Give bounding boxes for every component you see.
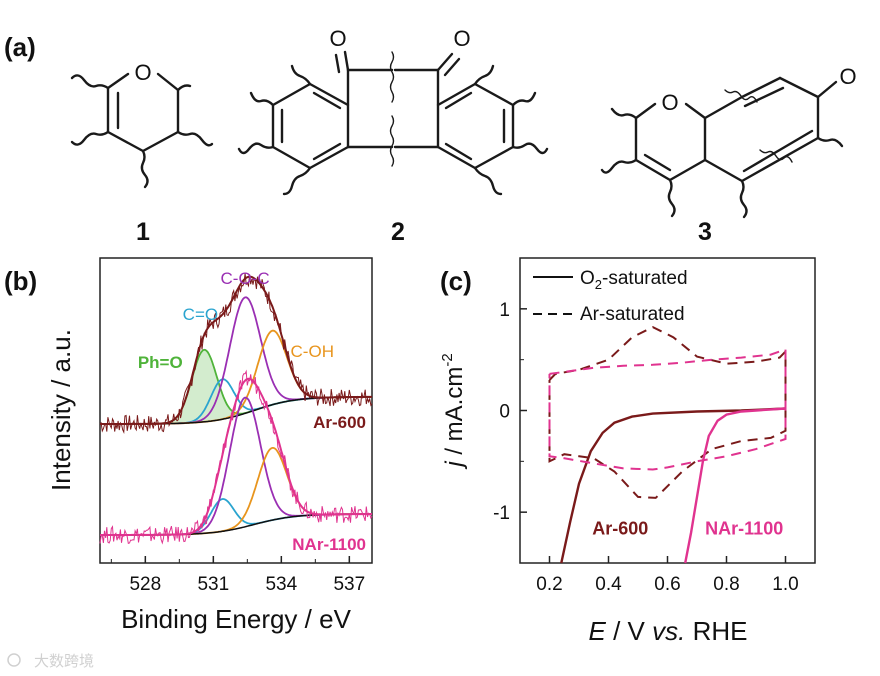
molecule-2: O O 2 <box>237 26 549 246</box>
xps-envelope-fit <box>100 275 372 425</box>
panel-c-label: (c) <box>440 266 472 296</box>
panel-c: (c) Ar-600 NAr-1100 0.2 0.4 0.6 0.8 1.0 -1 0 1 O… <box>439 257 816 646</box>
xps-sample-label-ar-600: Ar-600 <box>313 413 366 432</box>
xps-spectrum-ar-600: Ar-600 <box>99 273 373 435</box>
xps-x-tick-label: 531 <box>197 574 229 595</box>
xps-component-c-oh <box>100 447 372 536</box>
xps-x-tick-label: 534 <box>265 574 297 595</box>
xps-peak-label-c-oh: C-OH <box>291 342 334 361</box>
watermark-text: 大数跨境 <box>34 652 94 670</box>
cv-x-axis-title: E / V vs. RHE <box>589 616 748 646</box>
xps-x-tick-label: 537 <box>333 574 365 595</box>
cv-x-tick-label: 0.6 <box>654 574 680 595</box>
cv-y-tick-label: 0 <box>499 402 510 423</box>
cv-o2-saturated-curve <box>684 407 786 564</box>
xps-envelope-fit <box>100 377 372 536</box>
molecule-3-oxygen-carbonyl: O <box>839 64 856 89</box>
molecule-1: O 1 <box>70 60 214 246</box>
molecule-3-oxygen-ring: O <box>661 90 678 115</box>
molecule-2-number: 2 <box>391 218 405 246</box>
legend-o2-label: O2-saturated <box>580 268 688 292</box>
xps-sample-label-nar-1100: NAr-1100 <box>292 535 366 554</box>
xps-background-line <box>100 513 372 536</box>
molecule-3-number: 3 <box>698 218 712 246</box>
cv-x-tick-label: 0.2 <box>536 574 562 595</box>
panel-a: (a) O 1 <box>4 26 857 246</box>
xps-y-axis-title: Intensity / a.u. <box>46 329 76 491</box>
xps-plot-frame <box>99 257 373 564</box>
cv-curve-label-nar-1100: NAr-1100 <box>705 519 783 539</box>
xps-spectrum-nar-1100: NAr-1100 <box>99 369 373 554</box>
molecule-1-number: 1 <box>136 218 150 246</box>
cv-o2-saturated-curve <box>560 407 786 564</box>
xps-peak-label-c-o: C=O <box>183 305 218 324</box>
cv-x-tick-label: 0.4 <box>595 574 622 595</box>
panel-a-label: (a) <box>4 32 36 62</box>
cv-y-axis-title: j / mA.cm-2 <box>439 353 468 469</box>
cv-x-axis-rest: / V <box>606 616 652 646</box>
cv-y-axis-sup: -2 <box>439 353 456 366</box>
cv-y-tick-label: -1 <box>493 503 510 524</box>
xps-x-tick-label: 528 <box>129 574 161 595</box>
cv-legend: O2-saturated Ar-saturated <box>533 268 688 325</box>
cv-curve-label-ar-600: Ar-600 <box>592 519 648 539</box>
cv-x-tick-label: 1.0 <box>772 574 798 595</box>
legend-o2-main: O <box>580 268 595 289</box>
legend-ar-label: Ar-saturated <box>580 304 685 325</box>
cv-axes: 0.2 0.4 0.6 0.8 1.0 -1 0 1 <box>493 300 799 595</box>
xps-peak-label-ph-o: Ph=O <box>138 353 183 372</box>
xps-x-axis: 528 531 534 537 <box>110 556 365 595</box>
cv-x-tick-label: 0.8 <box>713 574 739 595</box>
panel-b-label: (b) <box>4 266 37 296</box>
cv-plot-area: Ar-600 NAr-1100 <box>548 325 787 564</box>
cv-y-axis-rest: / mA.cm <box>441 367 468 462</box>
cv-x-axis-end: RHE <box>685 616 747 646</box>
xps-peak-label-c-o-c: C-O-C <box>221 269 270 288</box>
cv-x-axis-italic: E <box>589 616 607 646</box>
cv-series-nar-1100 <box>548 348 787 564</box>
molecule-3: O O 3 <box>600 64 857 246</box>
molecule-1-oxygen: O <box>134 60 151 85</box>
legend-o2-sub: 2 <box>595 277 602 292</box>
cv-ar-saturated-curve <box>548 325 787 499</box>
panel-b: (b) Ar-600 NAr-1100 Ph=O C=OC-O-C C-OH 528 53… <box>4 257 373 634</box>
cv-y-tick-label: 1 <box>499 300 510 321</box>
watermark-icon <box>7 653 21 667</box>
cv-y-axis-italic: j <box>441 461 468 470</box>
cv-x-axis-vs: vs. <box>652 616 685 646</box>
xps-x-axis-title: Binding Energy / eV <box>121 604 351 634</box>
cv-ar-saturated-curve <box>548 348 787 471</box>
cv-series-ar-600 <box>548 325 787 564</box>
watermark: 大数跨境 <box>7 652 94 670</box>
molecule-2-oxygen-left: O <box>329 26 346 51</box>
molecule-2-oxygen-right: O <box>453 26 470 51</box>
legend-o2-rest: -saturated <box>602 268 688 289</box>
xps-plot-area: Ar-600 NAr-1100 Ph=O C=OC-O-C C-OH <box>99 269 373 554</box>
